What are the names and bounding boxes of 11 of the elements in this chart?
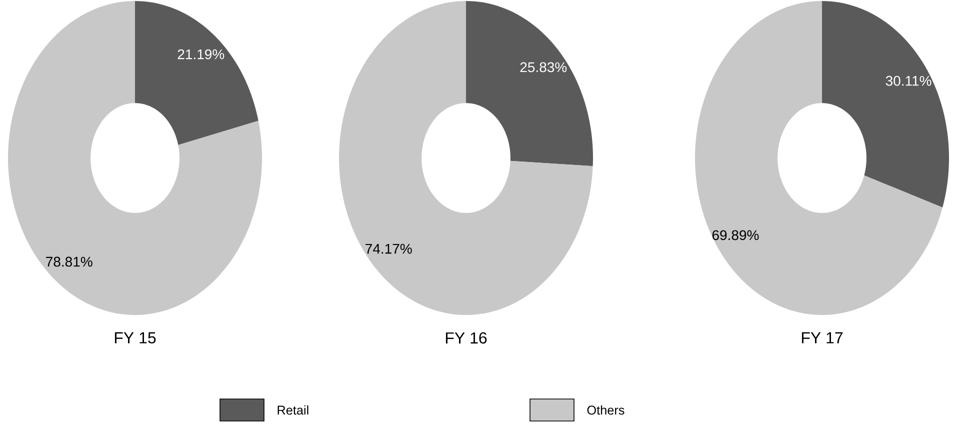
legend-label: Retail (278, 405, 308, 415)
data-label: 21.19% (178, 49, 224, 60)
data-label: 30.11% (886, 76, 932, 86)
data-label: 78.81% (46, 256, 92, 267)
data-label: 74.17% (366, 244, 412, 254)
text: FY 17 (802, 332, 843, 344)
data-label: 25.83% (520, 62, 567, 72)
text: FY 16 (446, 332, 487, 344)
data-label: 69.89% (712, 230, 759, 240)
legend-label: Others (587, 405, 624, 415)
text: FY 15 (114, 332, 156, 344)
